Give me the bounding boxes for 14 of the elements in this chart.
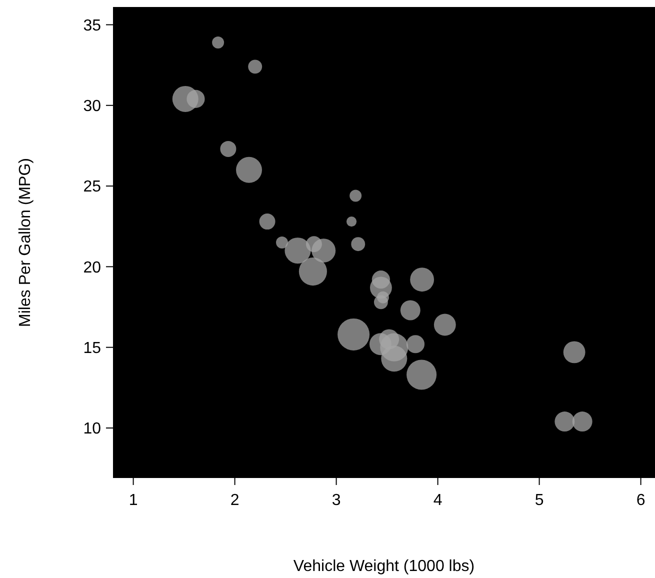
y-tick-label: 35 [83,17,102,34]
y-tick-label: 15 [83,340,102,357]
y-tick-label: 30 [83,98,102,115]
x-tick-label: 1 [128,492,138,509]
y-axis-title: Miles Per Gallon (MPG) [17,158,34,327]
x-tick-label: 2 [230,492,240,509]
x-tick-label: 5 [534,492,544,509]
x-tick-label: 6 [636,492,646,509]
x-tick-label: 4 [433,492,442,509]
y-tick-label: 25 [83,178,102,196]
y-tick-label: 10 [83,420,102,438]
y-tick-label: 20 [83,259,102,276]
x-axis-title: Vehicle Weight (1000 lbs) [293,558,475,575]
x-tick-label: 3 [332,492,341,509]
